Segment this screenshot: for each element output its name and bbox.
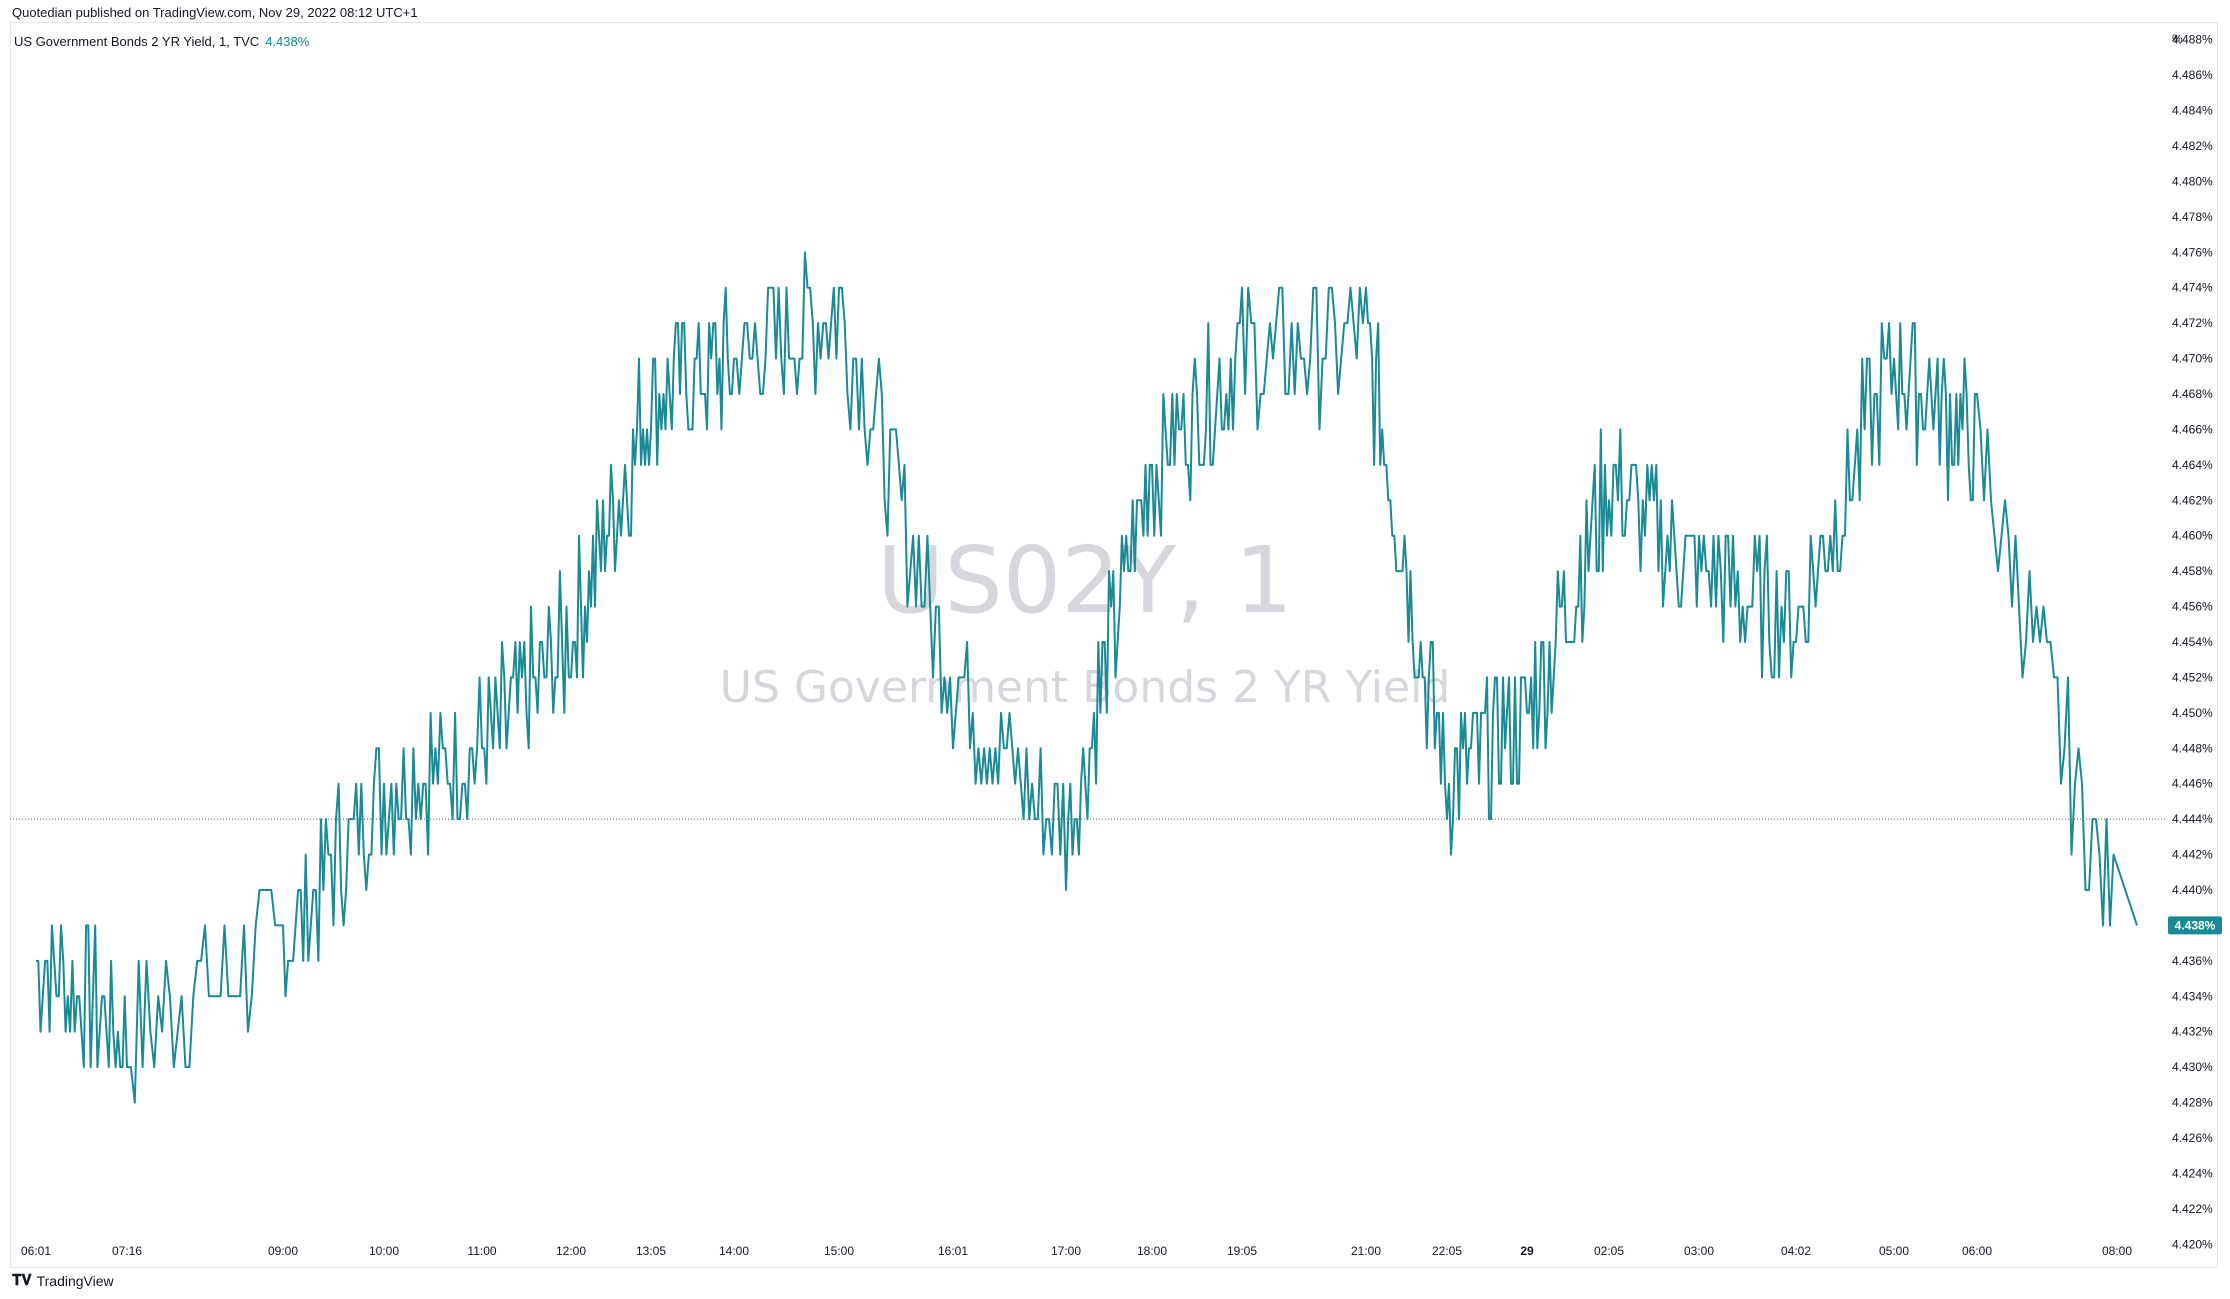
y-tick-label: 4.452% bbox=[2172, 670, 2213, 684]
chart-frame bbox=[10, 22, 2218, 1268]
watermark-description: US Government Bonds 2 YR Yield bbox=[720, 662, 1451, 713]
y-tick-label: 4.436% bbox=[2172, 954, 2213, 968]
x-tick-label: 12:00 bbox=[556, 1244, 586, 1258]
y-tick-label: 4.430% bbox=[2172, 1060, 2213, 1074]
x-tick-label: 02:05 bbox=[1594, 1244, 1624, 1258]
x-tick-label: 17:00 bbox=[1051, 1244, 1081, 1258]
last-price-tag: 4.438% bbox=[2168, 916, 2222, 935]
x-tick-label: 21:00 bbox=[1351, 1244, 1381, 1258]
y-tick-label: 4.428% bbox=[2172, 1096, 2213, 1110]
y-tick-label: 4.448% bbox=[2172, 741, 2213, 755]
y-tick-label: 4.460% bbox=[2172, 529, 2213, 543]
y-tick-label: 4.488% bbox=[2172, 33, 2213, 47]
y-tick-label: 4.432% bbox=[2172, 1025, 2213, 1039]
y-tick-label: 4.444% bbox=[2172, 812, 2213, 826]
footer: 𝐓𝐕 TradingView bbox=[12, 1272, 114, 1289]
y-tick-label: 4.424% bbox=[2172, 1166, 2213, 1180]
last-price-tag-label: 4.438% bbox=[2175, 918, 2216, 932]
symbol-header: US Government Bonds 2 YR Yield, 1, TVC 4.… bbox=[14, 34, 309, 49]
x-tick-label: 14:00 bbox=[719, 1244, 749, 1258]
x-tick-label: 15:00 bbox=[824, 1244, 854, 1258]
x-tick-label: 19:05 bbox=[1227, 1244, 1257, 1258]
x-tick-label: 22:05 bbox=[1432, 1244, 1462, 1258]
x-tick-label: 05:00 bbox=[1879, 1244, 1909, 1258]
watermark: US02Y, 1 US Government Bonds 2 YR Yield bbox=[720, 527, 1451, 713]
x-tick-label: 03:00 bbox=[1684, 1244, 1714, 1258]
y-tick-label: 4.446% bbox=[2172, 777, 2213, 791]
x-tick-label: 13:05 bbox=[636, 1244, 666, 1258]
y-tick-label: 4.472% bbox=[2172, 316, 2213, 330]
tradingview-logo-icon: 𝐓𝐕 bbox=[12, 1272, 32, 1289]
y-tick-label: 4.450% bbox=[2172, 706, 2213, 720]
y-tick-label: 4.422% bbox=[2172, 1202, 2213, 1216]
y-tick-label: 4.442% bbox=[2172, 848, 2213, 862]
y-tick-label: 4.454% bbox=[2172, 635, 2213, 649]
x-tick-label: 29 bbox=[1520, 1244, 1534, 1258]
x-axis: 06:01 07:16 09:00 10:00 11:00 12:00 13:05 14:00… bbox=[21, 1244, 2132, 1258]
y-tick-label: 4.434% bbox=[2172, 989, 2213, 1003]
last-value: 4.438% bbox=[265, 34, 310, 49]
x-tick-label: 06:01 bbox=[21, 1244, 51, 1258]
x-tick-label: 18:00 bbox=[1137, 1244, 1167, 1258]
watermark-symbol: US02Y, 1 bbox=[877, 527, 1293, 634]
y-tick-label: 4.480% bbox=[2172, 174, 2213, 188]
x-tick-label: 04:02 bbox=[1781, 1244, 1811, 1258]
y-tick-label: 4.482% bbox=[2172, 139, 2213, 153]
x-tick-label: 08:00 bbox=[2102, 1244, 2132, 1258]
y-tick-label: 4.486% bbox=[2172, 68, 2213, 82]
series-layer bbox=[36, 251, 2138, 1104]
publish-info: Quotedian published on TradingView.com, … bbox=[12, 5, 418, 20]
symbol-description: US Government Bonds 2 YR Yield, 1, TVC bbox=[14, 34, 260, 49]
y-axis-unit: % bbox=[2172, 32, 2183, 46]
series-line bbox=[36, 251, 2138, 1104]
footer-brand: TradingView bbox=[36, 1272, 114, 1289]
x-tick-label: 09:00 bbox=[268, 1244, 298, 1258]
y-axis: 4.488% 4.486% 4.484% 4.482% 4.480% 4.478% 4.47… bbox=[2172, 33, 2213, 1252]
y-tick-label: 4.420% bbox=[2172, 1237, 2213, 1251]
x-tick-label: 10:00 bbox=[369, 1244, 399, 1258]
y-tick-label: 4.468% bbox=[2172, 387, 2213, 401]
y-tick-label: 4.466% bbox=[2172, 422, 2213, 436]
x-tick-label: 06:00 bbox=[1962, 1244, 1992, 1258]
y-tick-label: 4.474% bbox=[2172, 281, 2213, 295]
y-tick-label: 4.464% bbox=[2172, 458, 2213, 472]
y-tick-label: 4.426% bbox=[2172, 1131, 2213, 1145]
y-tick-label: 4.478% bbox=[2172, 210, 2213, 224]
last-price-tag-bg bbox=[2168, 916, 2222, 935]
y-tick-label: 4.456% bbox=[2172, 600, 2213, 614]
y-tick-label: 4.470% bbox=[2172, 352, 2213, 366]
y-tick-label: 4.484% bbox=[2172, 104, 2213, 118]
y-tick-label: 4.462% bbox=[2172, 493, 2213, 507]
x-tick-label: 11:00 bbox=[467, 1244, 496, 1258]
y-tick-label: 4.440% bbox=[2172, 883, 2213, 897]
x-tick-label: 16:01 bbox=[938, 1244, 968, 1258]
x-tick-label: 07:16 bbox=[112, 1244, 142, 1258]
y-tick-label: 4.458% bbox=[2172, 564, 2213, 578]
y-tick-label: 4.476% bbox=[2172, 245, 2213, 259]
